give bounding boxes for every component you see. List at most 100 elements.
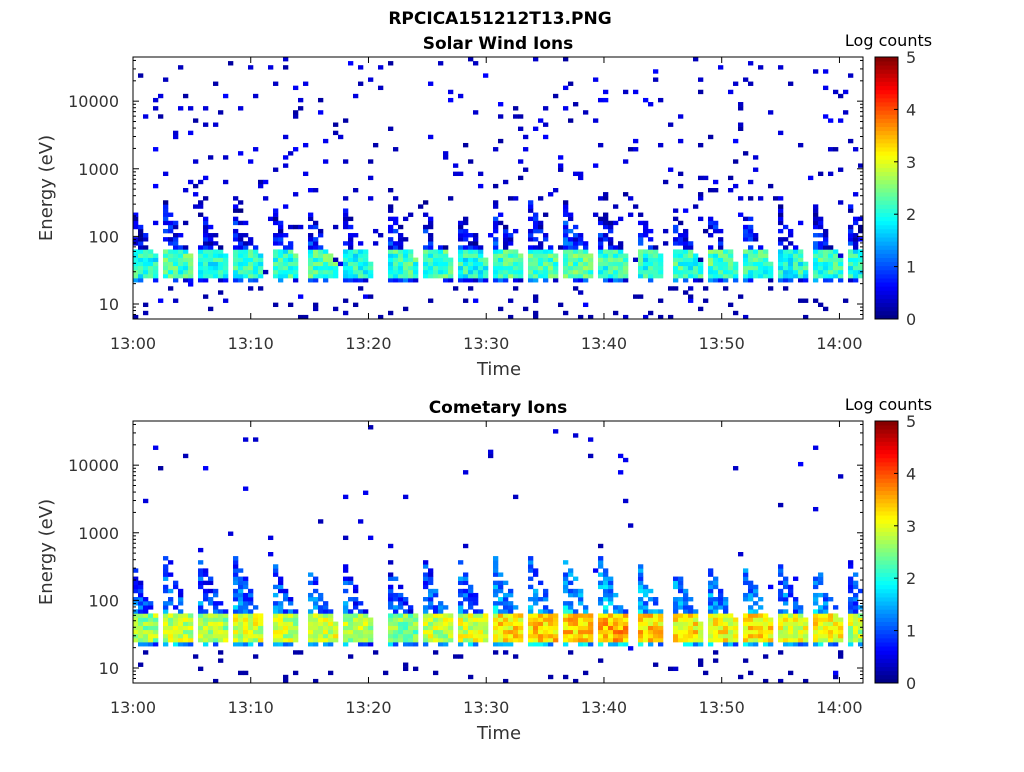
heatmap-cell <box>303 142 309 148</box>
heatmap-cell <box>783 265 789 271</box>
heatmap-cell <box>788 633 794 639</box>
heatmap-cell <box>828 261 834 267</box>
heatmap-cell <box>743 637 749 643</box>
x-axis-label: Time <box>476 359 521 380</box>
heatmap-cell <box>428 241 434 246</box>
heatmap-cell <box>173 237 179 242</box>
heatmap-cell <box>398 584 404 590</box>
heatmap-cell <box>268 216 274 222</box>
heatmap-cell <box>458 245 464 250</box>
heatmap-cell <box>753 642 759 647</box>
heatmap-cell <box>168 228 174 234</box>
heatmap-cell <box>778 228 784 234</box>
heatmap-cell <box>208 253 214 258</box>
heatmap-cell <box>598 253 604 258</box>
heatmap-cell <box>293 617 299 622</box>
heatmap-cell <box>548 633 554 639</box>
heatmap-cell <box>598 142 604 148</box>
heatmap-cell <box>288 273 294 279</box>
heatmap-cell <box>793 601 799 606</box>
heatmap-cell <box>698 625 704 631</box>
heatmap-cell <box>573 171 579 177</box>
heatmap-cell <box>183 633 189 639</box>
heatmap-cell <box>753 609 759 614</box>
heatmap-cell <box>403 265 409 271</box>
heatmap-cell <box>713 605 719 610</box>
heatmap-cell <box>643 625 649 631</box>
heatmap-cell <box>563 273 569 279</box>
heatmap-cell <box>153 629 159 635</box>
heatmap-cell <box>608 597 614 602</box>
heatmap-cell <box>853 253 859 258</box>
heatmap-cell <box>208 637 214 643</box>
heatmap-cell <box>618 609 624 614</box>
heatmap-cell <box>818 241 824 246</box>
heatmap-cell <box>343 576 349 581</box>
heatmap-cell <box>158 466 164 471</box>
heatmap-cell <box>603 609 609 614</box>
colorbar-segment <box>875 126 898 132</box>
heatmap-cell <box>248 253 254 258</box>
heatmap-cell <box>243 220 249 226</box>
heatmap-cell <box>723 265 729 271</box>
heatmap-cell <box>198 560 204 565</box>
colorbar-segment <box>875 461 898 467</box>
heatmap-cell <box>778 196 784 201</box>
heatmap-cell <box>493 253 499 258</box>
heatmap-cell <box>213 625 219 631</box>
heatmap-cell <box>248 629 254 635</box>
colorbar-segment <box>875 449 898 455</box>
heatmap-cell <box>168 625 174 631</box>
heatmap-cell <box>468 261 474 267</box>
heatmap-cell <box>653 597 659 602</box>
heatmap-cell <box>598 617 604 622</box>
heatmap-cell <box>248 65 254 70</box>
heatmap-cell <box>138 597 144 602</box>
heatmap-cell <box>618 613 624 618</box>
heatmap-cell <box>363 609 369 614</box>
heatmap-cell <box>723 601 729 606</box>
heatmap-cell <box>343 625 349 631</box>
colorbar-segment <box>875 425 898 430</box>
heatmap-cell <box>708 188 714 193</box>
heatmap-cell <box>623 253 629 258</box>
heatmap-cell <box>163 237 169 242</box>
heatmap-cell <box>143 621 149 626</box>
colorbar-segment <box>875 535 898 541</box>
heatmap-cell <box>828 637 834 643</box>
heatmap-cell <box>178 245 184 250</box>
heatmap-cell <box>683 613 689 618</box>
heatmap-cell <box>783 245 789 250</box>
heatmap-cell <box>398 613 404 618</box>
heatmap-cell <box>678 637 684 643</box>
heatmap-cell <box>413 629 419 635</box>
heatmap-cell <box>778 273 784 279</box>
colorbar-segment <box>875 183 898 189</box>
heatmap-cell <box>278 220 284 226</box>
heatmap-cell <box>603 89 609 95</box>
heatmap-cell <box>363 261 369 267</box>
heatmap-cell <box>648 257 654 262</box>
heatmap-cell <box>538 609 544 614</box>
heatmap-cell <box>203 196 209 201</box>
heatmap-cell <box>588 617 594 622</box>
heatmap-cell <box>443 261 449 267</box>
heatmap-cell <box>448 261 454 267</box>
heatmap-cell <box>398 633 404 639</box>
heatmap-cell <box>608 228 614 234</box>
heatmap-cell <box>858 625 864 631</box>
heatmap-cell <box>688 298 694 303</box>
heatmap-cell <box>143 245 149 250</box>
heatmap-cell <box>718 597 724 602</box>
heatmap-cell <box>643 617 649 622</box>
x-tick-label: 13:30 <box>463 334 509 353</box>
heatmap-cell <box>138 261 144 267</box>
heatmap-cell <box>173 298 179 303</box>
heatmap-cell <box>818 269 824 275</box>
heatmap-cell <box>533 237 539 242</box>
heatmap-cell <box>563 200 569 205</box>
heatmap-cell <box>713 265 719 271</box>
heatmap-cell <box>203 642 209 647</box>
heatmap-cell <box>168 249 174 254</box>
heatmap-cell <box>688 637 694 643</box>
